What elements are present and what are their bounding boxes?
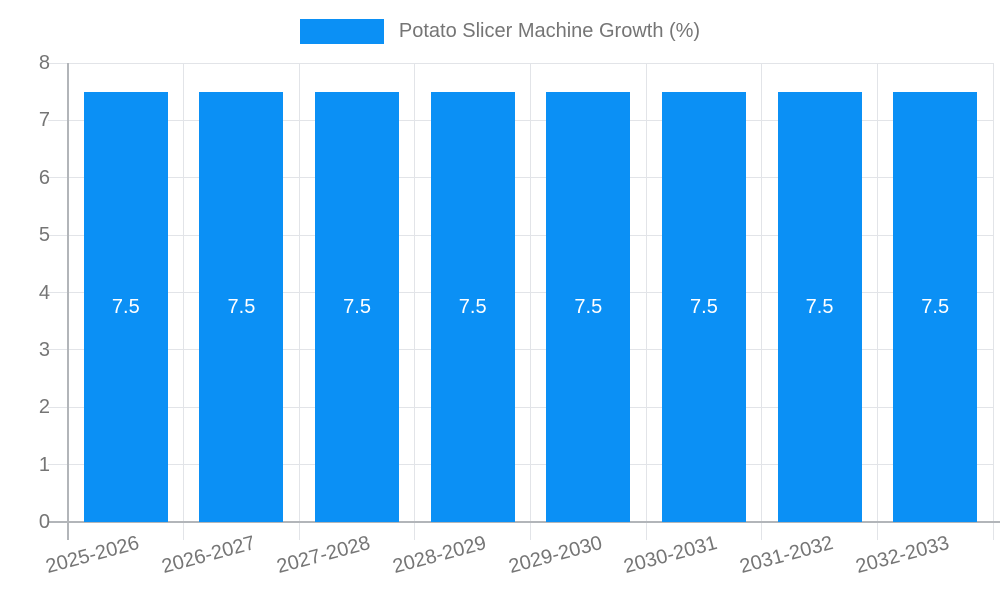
legend-label: Potato Slicer Machine Growth (%) [398,20,701,42]
h-gridline [48,119,993,121]
y-tick-label: 6 [38,166,50,189]
h-gridline [48,234,993,236]
bar-value-label: 7.5 [458,296,487,318]
x-tick-label: 2029-2030 [506,531,605,578]
x-tick-label: 2025-2026 [43,531,142,578]
y-tick-label: 1 [38,453,50,476]
h-gridline [48,177,993,179]
y-tick-label: 7 [38,109,50,132]
v-gridline [992,63,994,540]
bar-value-label: 7.5 [227,296,256,318]
legend-swatch-icon [299,19,384,44]
y-axis-line [67,63,69,540]
v-gridline [414,63,416,540]
legend-item[interactable]: Potato Slicer Machine Growth (%) [299,19,701,44]
x-tick-label: 2027-2028 [274,531,374,578]
v-gridline [530,63,531,540]
bar[interactable]: 7.5 [199,92,284,522]
v-gridline [876,63,878,540]
bar[interactable]: 7.5 [893,92,978,522]
y-tick-label: 2 [38,396,50,419]
y-tick-label: 4 [38,281,50,304]
bar-value-label: 7.5 [111,296,140,318]
x-axis-line [48,521,1000,523]
bar-value-label: 7.5 [343,296,371,318]
x-tick-label: 2032-2033 [853,531,952,578]
h-gridline [48,464,993,466]
v-gridline [183,63,185,540]
bar-value-label: 7.5 [805,296,834,318]
bar-value-label: 7.5 [921,296,950,318]
x-tick-label: 2031-2032 [737,531,836,578]
v-gridline [761,63,763,540]
h-gridline [48,62,993,64]
v-gridline [645,63,647,540]
v-gridline [298,63,300,540]
y-tick-label: 5 [38,224,50,247]
h-gridline [48,406,993,408]
chart-legend: Potato Slicer Machine Growth (%) [0,19,1000,44]
x-tick-label: 2028-2029 [390,531,489,578]
bar[interactable]: 7.5 [315,92,400,522]
y-tick-label: 8 [38,52,50,74]
y-tick-label: 3 [38,338,50,361]
bar-value-label: 7.5 [690,296,718,318]
plot-area: 7.5 7.5 7.5 7.5 7.5 7.5 7.5 7.5 [48,62,1000,540]
h-gridline [48,292,993,293]
bar-value-label: 7.5 [574,296,603,318]
bar[interactable]: 7.5 [546,92,631,522]
h-gridline [48,349,993,351]
bar[interactable]: 7.5 [777,92,862,522]
bar[interactable]: 7.5 [83,92,168,522]
x-tick-label: 2030-2031 [621,531,720,578]
bar[interactable]: 7.5 [430,92,515,522]
y-tick-label: 0 [38,511,50,533]
x-tick-label: 2026-2027 [159,531,258,578]
bar[interactable]: 7.5 [661,92,746,522]
